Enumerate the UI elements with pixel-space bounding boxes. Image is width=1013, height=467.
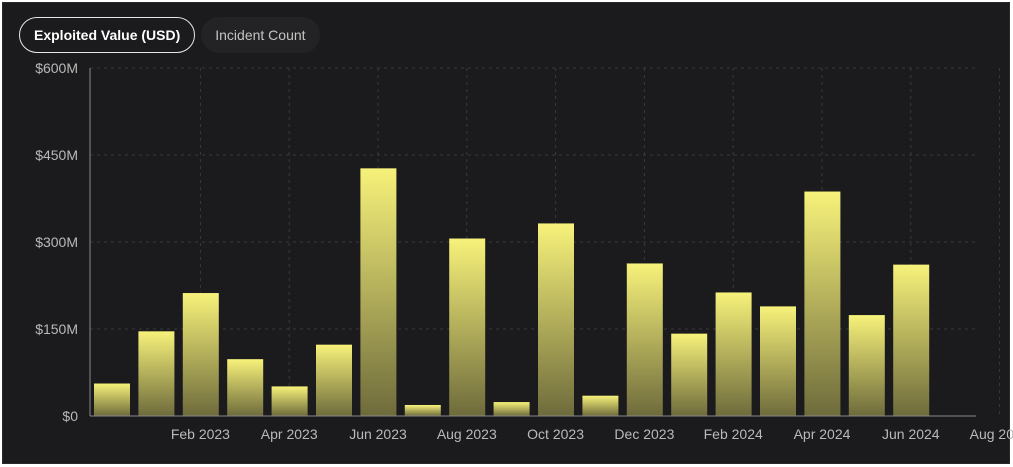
x-tick-label: Oct 2023 — [527, 426, 584, 442]
axes — [89, 68, 976, 417]
bar-jul-2024 — [893, 264, 930, 416]
bar-aug-2023 — [404, 404, 441, 416]
bar-jan-2024 — [626, 263, 663, 416]
y-tick-label: $600M — [35, 60, 78, 76]
bar-jun-2023 — [316, 344, 352, 416]
y-tick-label: $150M — [35, 321, 78, 337]
x-tick-label: Jun 2023 — [349, 426, 407, 442]
bar-apr-2024 — [760, 306, 796, 416]
bar-may-2023 — [271, 386, 308, 416]
bar-apr-2023 — [227, 359, 264, 416]
bar-mar-2024 — [715, 292, 752, 416]
tab-incident-count[interactable]: Incident Count — [201, 17, 320, 53]
x-tick-label: Apr 2023 — [261, 426, 318, 442]
y-tick-label: $300M — [35, 234, 78, 250]
bar-nov-2023 — [538, 223, 574, 416]
x-tick-label: Apr 2024 — [794, 426, 851, 442]
bar-feb-2024 — [671, 333, 708, 416]
x-tick-label: Aug 2024 — [970, 426, 1013, 442]
bar-jul-2023 — [360, 168, 397, 416]
metric-tabs: Exploited Value (USD) Incident Count — [19, 17, 320, 53]
y-tick-label: $450M — [35, 147, 78, 163]
bar-mar-2023 — [182, 293, 219, 416]
bar-jun-2024 — [848, 315, 885, 416]
y-tick-label: $0 — [62, 408, 78, 424]
bar-sep-2023 — [449, 238, 486, 416]
bar-feb-2023 — [138, 331, 175, 416]
x-tick-label: Dec 2023 — [614, 426, 674, 442]
bar-may-2024 — [804, 191, 841, 416]
bar-jan-2023 — [94, 383, 130, 416]
x-tick-label: Feb 2024 — [704, 426, 763, 442]
bar-oct-2023 — [493, 402, 530, 416]
x-tick-label: Jun 2024 — [882, 426, 940, 442]
x-tick-label: Aug 2023 — [437, 426, 497, 442]
x-tick-label: Feb 2023 — [171, 426, 230, 442]
tick-labels: $0 $150M $300M $450M $600M Feb 2023 Apr 2023 Ju… — [35, 60, 1013, 442]
bars — [94, 168, 930, 416]
bar-dec-2023 — [582, 395, 619, 416]
tab-exploited-value[interactable]: Exploited Value (USD) — [19, 17, 196, 53]
